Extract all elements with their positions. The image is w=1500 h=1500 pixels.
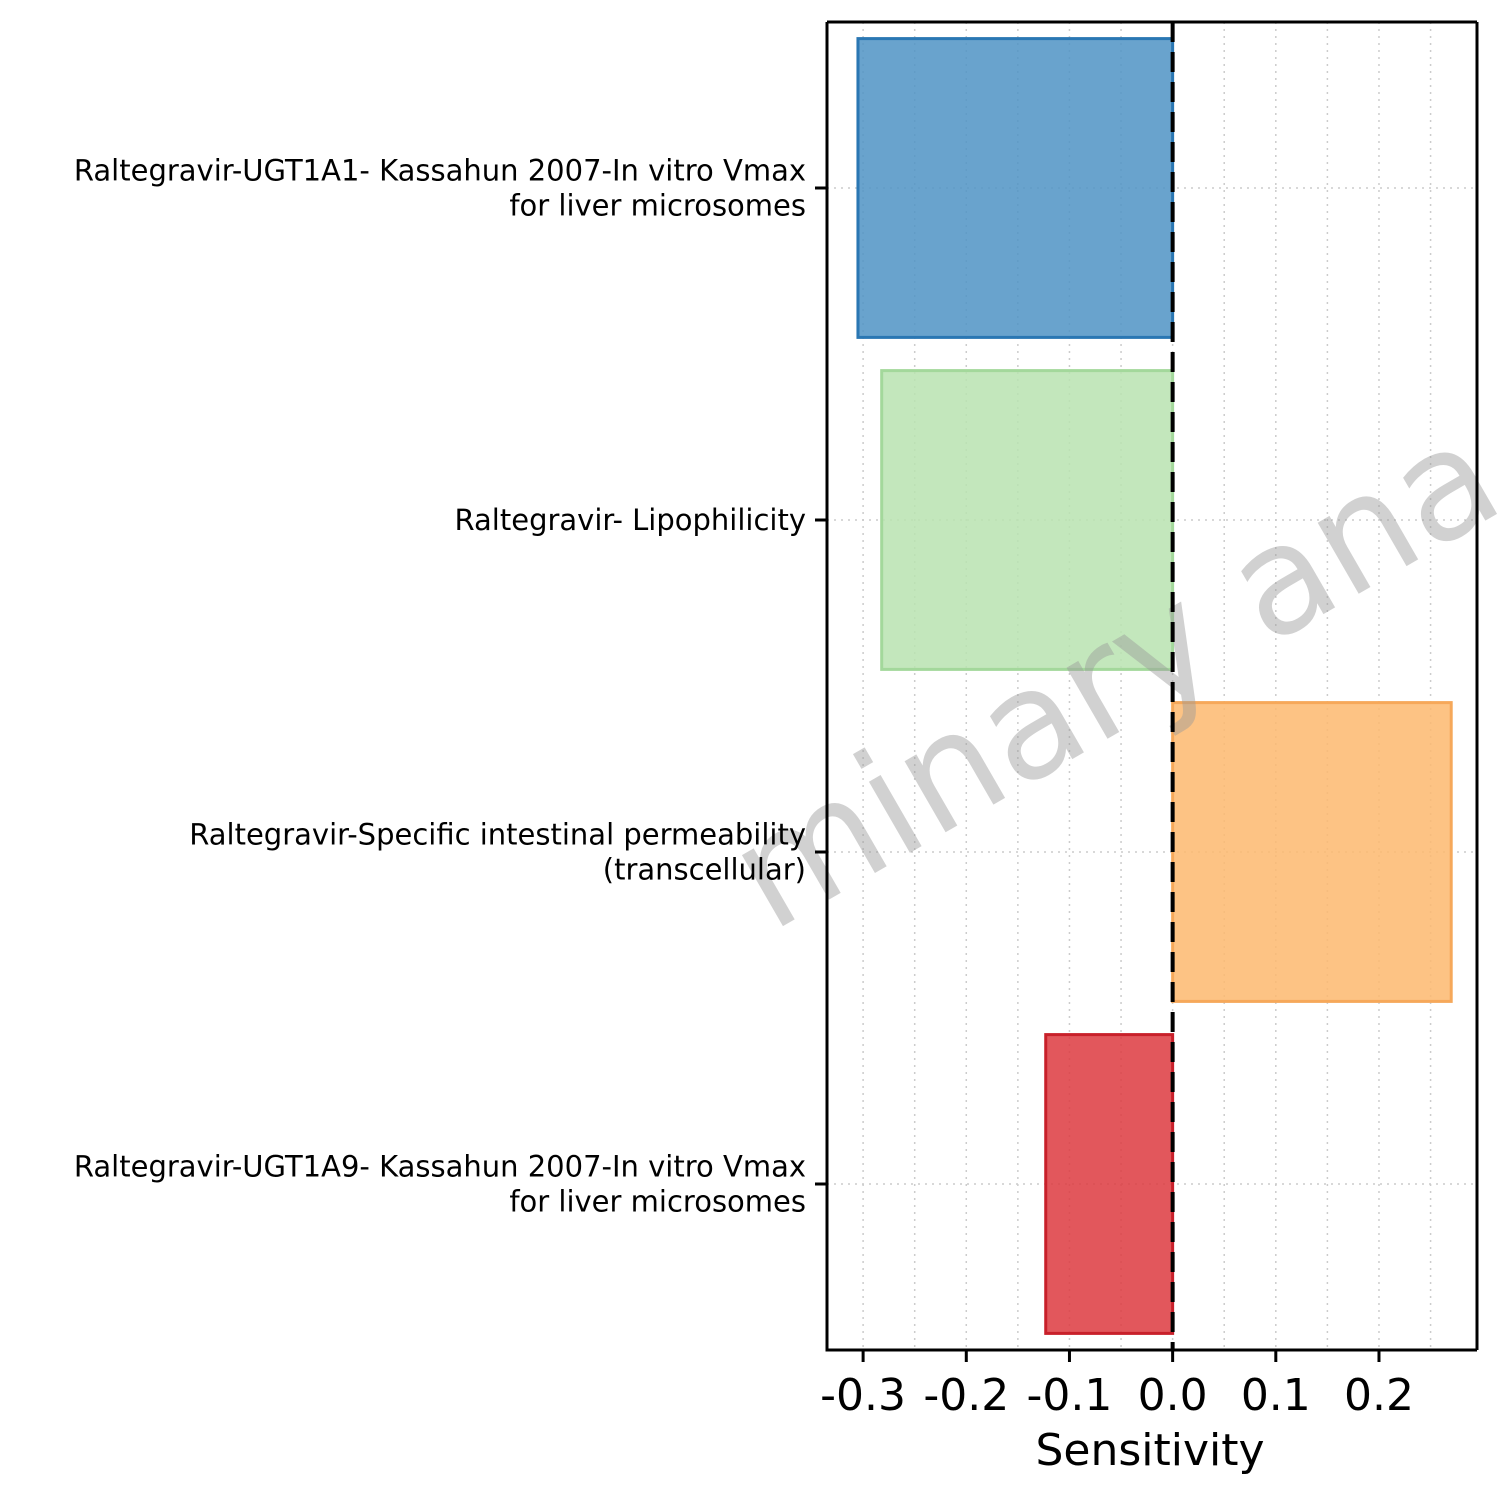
- category-label-line: Raltegravir-UGT1A9- Kassahun 2007-In vit…: [74, 1150, 806, 1184]
- category-label-line: Raltegravir-UGT1A1- Kassahun 2007-In vit…: [74, 154, 806, 188]
- bars: [856, 37, 1453, 1335]
- axes: [815, 20, 1479, 1362]
- x-tick-label: 0.2: [1344, 1370, 1414, 1421]
- category-label-line: (transcellular): [603, 853, 806, 887]
- x-tick-label: 0.1: [1241, 1370, 1311, 1421]
- bar: [856, 37, 1175, 339]
- bar: [880, 369, 1175, 671]
- bar: [1171, 701, 1453, 1003]
- category-label-line: Raltegravir- Lipophilicity: [455, 503, 806, 537]
- category-label-line: for liver microsomes: [509, 1185, 806, 1219]
- x-tick-label: -0.3: [820, 1370, 906, 1421]
- x-tick-labels: -0.3 -0.2 -0.1 0.0 0.1 0.2: [820, 1370, 1414, 1421]
- x-tick-label: 0.0: [1138, 1370, 1208, 1421]
- x-tick-label: -0.1: [1027, 1370, 1113, 1421]
- x-axis-title: Sensitivity: [1035, 1425, 1264, 1476]
- category-labels: Raltegravir-UGT1A1- Kassahun 2007-In vit…: [74, 154, 806, 1219]
- category-label-line: for liver microsomes: [509, 189, 806, 223]
- category-label-line: Raltegravir-Specific intestinal permeabi…: [189, 818, 806, 852]
- x-tick-label: -0.2: [923, 1370, 1009, 1421]
- bar: [1044, 1033, 1175, 1335]
